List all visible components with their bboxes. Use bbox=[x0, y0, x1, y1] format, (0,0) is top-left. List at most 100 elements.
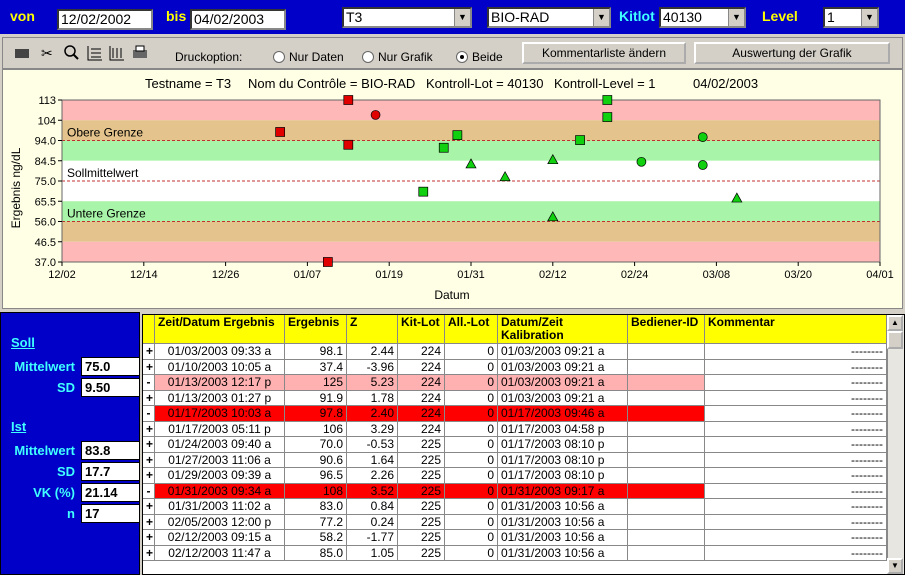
table-cell: 02/12/2003 11:47 a bbox=[155, 546, 285, 562]
icon-camera[interactable] bbox=[15, 49, 29, 58]
table-cell bbox=[628, 360, 705, 376]
table-cell: 85.0 bbox=[285, 546, 347, 562]
chart: Testname = T3Nom du Contrôle = BIO-RADKo… bbox=[0, 68, 905, 308]
table-cell: 0 bbox=[445, 453, 498, 469]
icon-hgrid[interactable] bbox=[88, 46, 102, 60]
level-select[interactable]: 1▼ bbox=[823, 7, 879, 28]
band bbox=[62, 100, 880, 120]
limit-label: Sollmittelwert bbox=[67, 166, 139, 180]
table-cell: 01/31/2003 10:56 a bbox=[498, 515, 628, 531]
test-select[interactable]: T3▼ bbox=[342, 7, 472, 28]
kitlot-value: 40130 bbox=[663, 9, 702, 25]
row-flag: + bbox=[143, 437, 155, 453]
table-cell: 01/17/2003 08:10 p bbox=[498, 453, 628, 469]
table-cell: 0 bbox=[445, 437, 498, 453]
table-cell: 106 bbox=[285, 422, 347, 438]
dropdown-arrow[interactable]: ▼ bbox=[454, 9, 470, 26]
band bbox=[62, 141, 880, 161]
y-tick-label: 104 bbox=[38, 115, 56, 127]
table-cell: 225 bbox=[398, 499, 445, 515]
table-cell: -------- bbox=[705, 453, 887, 469]
table-cell: 01/31/2003 10:56 a bbox=[498, 530, 628, 546]
stats-label: Mittelwert bbox=[14, 443, 75, 458]
x-tick-label: 01/07 bbox=[294, 269, 322, 281]
radio-button[interactable] bbox=[456, 51, 468, 63]
scroll-down[interactable]: ▼ bbox=[887, 558, 903, 574]
kitlot-select[interactable]: 40130 ▼ bbox=[659, 7, 746, 28]
scroll-thumb[interactable] bbox=[887, 331, 903, 349]
table-cell: 01/03/2003 09:21 a bbox=[498, 360, 628, 376]
header-cell: Bediener-ID bbox=[628, 315, 705, 344]
table-cell: 3.29 bbox=[347, 422, 398, 438]
table-cell bbox=[628, 515, 705, 531]
table-cell: 96.5 bbox=[285, 468, 347, 484]
chart-info: Nom du Contrôle = BIO-RAD bbox=[248, 76, 415, 91]
stats-label: Mittelwert bbox=[14, 359, 75, 374]
row-flag: + bbox=[143, 515, 155, 531]
table-cell: 224 bbox=[398, 360, 445, 376]
dropdown-arrow[interactable]: ▼ bbox=[861, 9, 877, 26]
radio-button[interactable] bbox=[273, 51, 285, 63]
comment-button[interactable]: Kommentarliste ändern bbox=[522, 42, 686, 64]
table-cell: 2.44 bbox=[347, 344, 398, 360]
point bbox=[344, 96, 353, 105]
table-cell bbox=[628, 468, 705, 484]
stats-value: 17.7 bbox=[81, 462, 140, 481]
table-cell: 0 bbox=[445, 391, 498, 407]
table-cell: 01/17/2003 08:10 p bbox=[498, 468, 628, 484]
table-cell: -0.53 bbox=[347, 437, 398, 453]
table-cell bbox=[628, 453, 705, 469]
table-cell: -------- bbox=[705, 375, 887, 391]
header-cell: Ergebnis bbox=[285, 315, 347, 344]
limit-label: Untere Grenze bbox=[67, 207, 146, 221]
table-cell: 83.0 bbox=[285, 499, 347, 515]
kitlot-label: Kitlot bbox=[619, 8, 655, 24]
table-cell: 98.1 bbox=[285, 344, 347, 360]
table-cell: -------- bbox=[705, 499, 887, 515]
table-cell: 0 bbox=[445, 344, 498, 360]
y-tick-label: 113 bbox=[38, 95, 56, 107]
control-select[interactable]: BIO-RAD▼ bbox=[487, 7, 611, 28]
header-cell: Kit-Lot bbox=[398, 315, 445, 344]
header-cell bbox=[143, 315, 155, 344]
table-cell: 01/31/2003 11:02 a bbox=[155, 499, 285, 515]
table-cell: -------- bbox=[705, 515, 887, 531]
table-cell: 0 bbox=[445, 499, 498, 515]
table-cell: 0 bbox=[445, 484, 498, 500]
icon-cut[interactable]: ✂ bbox=[41, 45, 53, 61]
scrollbar[interactable] bbox=[887, 315, 904, 574]
table-cell: 1.78 bbox=[347, 391, 398, 407]
table-cell: 01/03/2003 09:21 a bbox=[498, 375, 628, 391]
row-flag: + bbox=[143, 391, 155, 407]
y-tick-label: 56.0 bbox=[35, 217, 56, 229]
table-cell: 97.8 bbox=[285, 406, 347, 422]
point bbox=[439, 143, 448, 152]
evaluation-button[interactable]: Auswertung der Grafik bbox=[694, 42, 890, 64]
point bbox=[371, 110, 380, 119]
radio-label: Beide bbox=[472, 50, 503, 64]
level-value: 1 bbox=[827, 9, 835, 25]
point bbox=[698, 161, 707, 170]
table-cell: 125 bbox=[285, 375, 347, 391]
table-cell: 225 bbox=[398, 484, 445, 500]
dropdown-arrow[interactable]: ▼ bbox=[593, 9, 609, 26]
table-cell: 0 bbox=[445, 360, 498, 376]
chart-info: Kontroll-Level = 1 bbox=[554, 76, 656, 91]
row-flag: + bbox=[143, 344, 155, 360]
table-cell: 0 bbox=[445, 468, 498, 484]
scroll-up[interactable]: ▲ bbox=[887, 315, 903, 331]
from-input[interactable]: 12/02/2002 bbox=[57, 9, 153, 30]
icon-vgrid[interactable] bbox=[110, 46, 124, 60]
table-cell bbox=[628, 375, 705, 391]
y-axis-label: Ergebnis ng/dL bbox=[9, 147, 23, 228]
stats-title: Ist bbox=[11, 419, 26, 434]
radio-button[interactable] bbox=[362, 51, 374, 63]
dropdown-arrow[interactable]: ▼ bbox=[728, 9, 744, 26]
x-tick-label: 01/31 bbox=[457, 269, 485, 281]
header-cell: Datum/Zeit Kalibration bbox=[498, 315, 628, 344]
to-input[interactable]: 04/02/2003 bbox=[190, 9, 286, 30]
table-cell: -3.96 bbox=[347, 360, 398, 376]
row-flag: + bbox=[143, 360, 155, 376]
table-cell: 0 bbox=[445, 375, 498, 391]
